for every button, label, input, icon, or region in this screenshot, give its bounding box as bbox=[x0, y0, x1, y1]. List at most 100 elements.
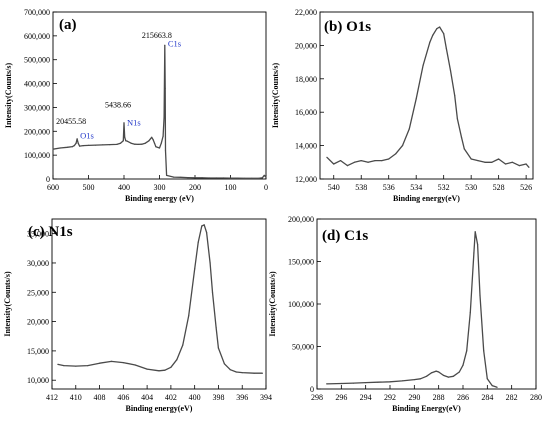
data-point bbox=[415, 98, 417, 100]
x-tick-label: 532 bbox=[438, 183, 450, 192]
x-tick-label: 500 bbox=[83, 183, 95, 192]
data-point bbox=[209, 262, 211, 264]
data-point bbox=[229, 177, 232, 179]
panel-title: (c) N1s bbox=[28, 224, 73, 240]
data-point bbox=[460, 136, 463, 138]
data-point bbox=[435, 370, 437, 372]
plot-frame bbox=[51, 218, 267, 390]
x-tick-label: 540 bbox=[328, 183, 340, 192]
data-point bbox=[75, 142, 77, 144]
data-point bbox=[182, 344, 184, 346]
x-tick-label: 100 bbox=[225, 183, 237, 192]
data-point bbox=[153, 142, 156, 144]
panel-a-survey: 600 500 400 300 200 100 0 0 100,000 200,000 300,00… bbox=[4, 8, 268, 203]
y-tick-label: 300,000 bbox=[24, 103, 50, 112]
data-point bbox=[518, 165, 520, 167]
data-point bbox=[395, 153, 397, 155]
data-point bbox=[237, 177, 239, 179]
data-point bbox=[52, 148, 54, 150]
data-point bbox=[244, 177, 246, 179]
x-axis-label: Binding energy(eV) bbox=[126, 404, 193, 413]
data-point bbox=[466, 350, 468, 352]
data-point bbox=[458, 371, 460, 373]
y-tick-label: 0 bbox=[46, 175, 50, 184]
x-tick-label: 288 bbox=[433, 393, 445, 402]
data-point bbox=[261, 372, 263, 374]
data-point bbox=[511, 161, 513, 163]
data-point bbox=[162, 135, 164, 137]
y-axis-label: Intensity(Counts/s) bbox=[3, 271, 12, 337]
data-point bbox=[164, 44, 166, 47]
y-tick-label: 22,000 bbox=[295, 8, 317, 17]
data-point bbox=[491, 385, 493, 387]
data-point bbox=[82, 145, 84, 147]
data-point bbox=[188, 315, 190, 317]
data-point bbox=[447, 376, 449, 378]
data-point bbox=[122, 362, 124, 364]
y-tick-label: 20,000 bbox=[295, 41, 317, 50]
data-point bbox=[201, 225, 203, 227]
x-tick-label: 530 bbox=[465, 183, 477, 192]
spectrum-line bbox=[52, 44, 267, 179]
x-axis-label: Binding Energy(eV) bbox=[392, 404, 461, 413]
panel-d-c1s: 298 296 294 292 290 288 286 284 282 280 0 50,000 100… bbox=[268, 215, 542, 413]
data-point bbox=[449, 69, 452, 72]
panel-b-o1s: 540 538 536 534 532 530 528 526 12,000 14,000 16,0… bbox=[271, 8, 534, 203]
data-point bbox=[389, 381, 391, 383]
data-point bbox=[432, 34, 434, 37]
data-point bbox=[429, 41, 431, 43]
x-tick-label: 400 bbox=[189, 393, 201, 402]
panel-c-n1s: 412 410 408 406 404 402 400 398 396 394 10,000 15,0… bbox=[3, 218, 272, 413]
data-point bbox=[374, 160, 376, 162]
y-tick-label: 200,000 bbox=[288, 215, 314, 224]
spectrum-line bbox=[57, 224, 263, 374]
x-tick-label: 534 bbox=[410, 183, 422, 192]
data-point bbox=[187, 177, 189, 179]
data-point bbox=[261, 177, 263, 179]
plot-frame bbox=[319, 11, 534, 180]
x-tick-label: 282 bbox=[506, 393, 518, 402]
data-point bbox=[148, 140, 150, 142]
data-point bbox=[388, 158, 390, 160]
x-tick-label: 538 bbox=[355, 183, 367, 192]
x-tick-label: 200 bbox=[189, 183, 201, 192]
data-point bbox=[525, 163, 527, 165]
data-point bbox=[77, 142, 79, 144]
y-tick-label: 150,000 bbox=[288, 258, 314, 267]
y-tick-label: 50,000 bbox=[292, 343, 314, 352]
x-tick-label: 284 bbox=[481, 393, 493, 402]
data-point bbox=[442, 374, 445, 376]
data-point bbox=[474, 231, 476, 233]
data-point bbox=[126, 140, 129, 142]
data-point bbox=[462, 364, 464, 366]
data-point bbox=[130, 142, 132, 144]
data-point bbox=[87, 365, 89, 367]
data-point bbox=[413, 379, 415, 381]
data-point bbox=[443, 33, 445, 35]
data-point bbox=[353, 161, 355, 163]
data-point bbox=[436, 28, 438, 30]
data-point bbox=[155, 146, 157, 148]
data-point bbox=[144, 142, 146, 144]
y-axis-label: Intensity(Counts/s) bbox=[271, 62, 280, 128]
data-point bbox=[134, 364, 136, 366]
data-point bbox=[469, 311, 471, 314]
data-point bbox=[119, 142, 122, 144]
x-tick-label: 404 bbox=[141, 393, 153, 402]
y-axis-label: Intensity(Counts/s) bbox=[268, 271, 277, 337]
data-point bbox=[235, 371, 237, 373]
data-point bbox=[425, 375, 428, 377]
x-tick-label: 292 bbox=[384, 393, 396, 402]
data-point bbox=[408, 128, 410, 130]
data-point bbox=[491, 161, 493, 163]
y-tick-label: 35,000 bbox=[27, 230, 49, 239]
x-tick-label: 400 bbox=[118, 183, 130, 192]
data-point bbox=[158, 147, 161, 149]
data-point bbox=[439, 26, 441, 28]
data-point bbox=[463, 148, 465, 150]
data-point bbox=[206, 231, 208, 234]
data-point bbox=[102, 144, 104, 146]
data-point bbox=[454, 94, 456, 97]
y-tick-label: 25,000 bbox=[27, 288, 49, 297]
